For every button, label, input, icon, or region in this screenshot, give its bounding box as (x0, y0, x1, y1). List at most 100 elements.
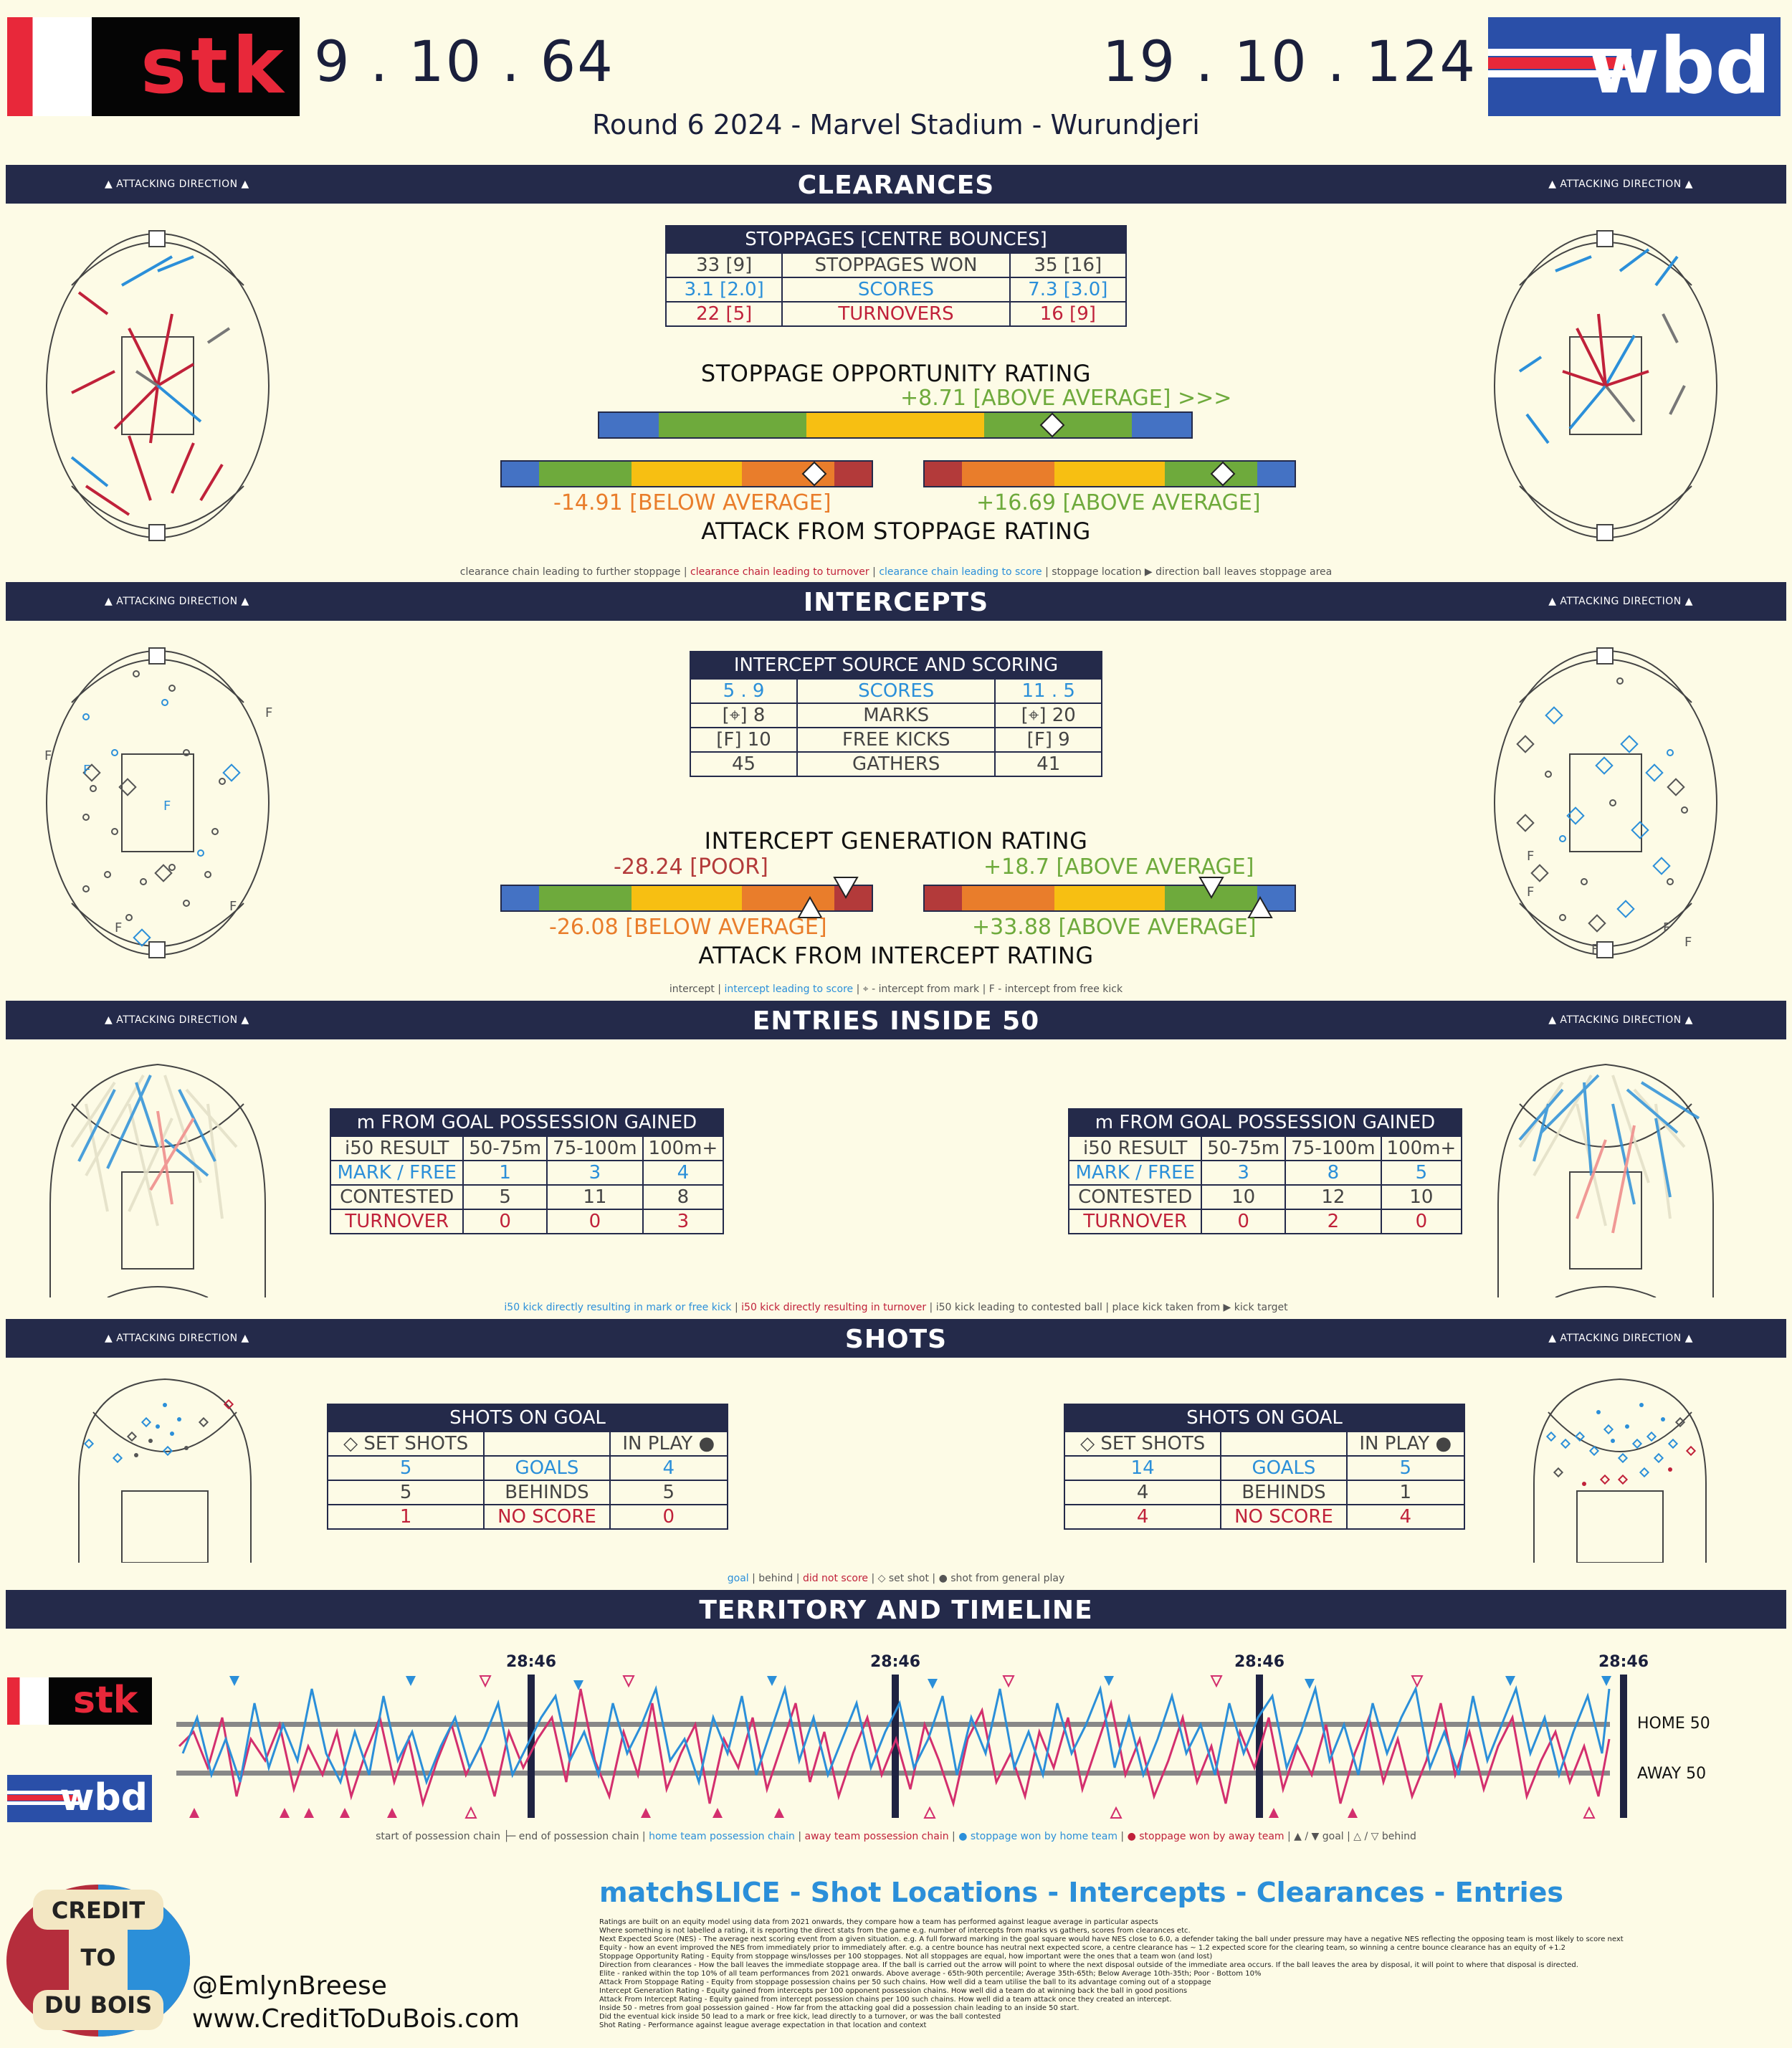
entries-band: ▲ ATTACKING DIRECTION ▲ ENTRIES INSIDE 5… (6, 1001, 1786, 1039)
table-row: 5 . 9 SCORES 11 . 5 (689, 678, 1102, 704)
entries-value: 0 (545, 1209, 644, 1234)
away-attack-stoppage-bar (923, 460, 1296, 487)
shots-value: 5 (326, 1480, 485, 1505)
intercept-generation-title: INTERCEPT GENERATION RATING (704, 827, 1088, 854)
entries-value: 8 (1284, 1160, 1382, 1186)
entries-header-result: i50 RESULT (1067, 1135, 1203, 1161)
svg-text:F: F (44, 748, 52, 763)
methodology-notes: Ratings are built on an equity model usi… (599, 1918, 1746, 2030)
entries-value: 3 (642, 1209, 725, 1234)
home-clearances-ground (46, 230, 270, 541)
away-entries-table: m FROM GOAL POSSESSION GAINED i50 RESULT… (1067, 1108, 1463, 1234)
home-entries-table-title: m FROM GOAL POSSESSION GAINED (330, 1108, 724, 1137)
shots-label-goals: GOALS (483, 1455, 611, 1481)
home-shots-table-title: SHOTS ON GOAL (327, 1404, 728, 1432)
quarter-time-1: 28:46 (506, 1653, 557, 1671)
home-intercept-bar (500, 885, 873, 912)
entries-header-50-75: 50-75m (462, 1135, 548, 1161)
table-row: 14 GOALS 5 (1063, 1455, 1466, 1481)
territory-timeline (176, 1675, 1627, 1819)
entries-value: 0 (1201, 1209, 1286, 1234)
intercepts-table: INTERCEPT SOURCE AND SCORING 5 . 9 SCORE… (689, 651, 1102, 777)
attacking-direction-right: ▲ ATTACKING DIRECTION ▲ (1548, 1333, 1693, 1344)
table-row: CONTESTED 5 11 8 (329, 1184, 725, 1210)
table-row: CONTESTED 10 12 10 (1067, 1184, 1463, 1210)
shots-value: 5 (1345, 1455, 1466, 1481)
shots-title: SHOTS (844, 1325, 948, 1354)
stoppages-away-won: 35 [16] (1009, 252, 1128, 278)
twitter-handle[interactable]: @EmlynBreese (192, 1971, 387, 2001)
logo-line-2: TO (80, 1944, 116, 1971)
entries-header-result: i50 RESULT (329, 1135, 464, 1161)
svg-text:F: F (83, 763, 90, 778)
home-intercept-generation-value: -28.24 [POOR] (614, 854, 768, 880)
intercepts-away-scores: 11 . 5 (994, 678, 1102, 704)
note-line: Attack From Stoppage Rating - Equity fro… (599, 1978, 1211, 1986)
clearances-title: CLEARANCES (797, 171, 995, 200)
attacking-direction-right: ▲ ATTACKING DIRECTION ▲ (1548, 178, 1693, 190)
entries-label-contested: CONTESTED (1067, 1184, 1203, 1210)
shots-value: 4 (1063, 1504, 1222, 1530)
shots-value: 1 (1345, 1480, 1466, 1505)
table-row: 33 [9] STOPPAGES WON 35 [16] (664, 252, 1128, 278)
quarter-time-2: 28:46 (870, 1653, 921, 1671)
intercepts-away-free-kicks: [F] 9 (994, 727, 1102, 753)
table-row: [F] 10 FREE KICKS [F] 9 (689, 727, 1102, 753)
intercepts-band: ▲ ATTACKING DIRECTION ▲ INTERCEPTS ▲ ATT… (6, 582, 1786, 621)
shots-legend: goal | behind | did not score | ◇ set sh… (727, 1573, 1065, 1584)
shots-value: 1 (326, 1504, 485, 1530)
intercepts-home-marks: [⌖] 8 (689, 702, 799, 728)
away-intercept-generation-value: +18.7 [ABOVE AVERAGE] (983, 854, 1254, 880)
entries-value: 12 (1284, 1184, 1382, 1210)
entries-value: 0 (462, 1209, 548, 1234)
table-row: 4 BEHINDS 1 (1063, 1480, 1466, 1505)
entries-value: 3 (545, 1160, 644, 1186)
shots-value: 4 (1063, 1480, 1222, 1505)
table-row: MARK / FREE 3 8 5 (1067, 1160, 1463, 1186)
shots-header-blank (483, 1431, 611, 1457)
away-50-label: AWAY 50 (1637, 1765, 1707, 1783)
table-row: 5 BEHINDS 5 (326, 1480, 729, 1505)
intercepts-label-scores: SCORES (796, 678, 996, 704)
entries-label-mark-free: MARK / FREE (329, 1160, 464, 1186)
intercepts-home-free-kicks: [F] 10 (689, 727, 799, 753)
away-clearances-ground (1494, 230, 1717, 541)
home-intercept-generation-marker (833, 877, 859, 899)
matchslice-title: matchSLICE - Shot Locations - Intercepts… (599, 1877, 1564, 1908)
shots-value: 5 (326, 1455, 485, 1481)
home-attack-stoppage-bar (500, 460, 873, 487)
home-shots-ground (78, 1378, 252, 1563)
intercepts-label-free-kicks: FREE KICKS (796, 727, 996, 753)
intercepts-title: INTERCEPTS (803, 588, 989, 617)
website-link[interactable]: www.CreditToDuBois.com (192, 2004, 520, 2034)
stoppage-opportunity-title: STOPPAGE OPPORTUNITY RATING (700, 360, 1092, 387)
note-line: Ratings are built on an equity model usi… (599, 1918, 1158, 1926)
match-info: Round 6 2024 - Marvel Stadium - Wurundje… (592, 109, 1200, 140)
home-team-abbr: stk (140, 22, 288, 111)
home-entries-table: m FROM GOAL POSSESSION GAINED i50 RESULT… (329, 1108, 725, 1234)
away-entries-table-title: m FROM GOAL POSSESSION GAINED (1068, 1108, 1462, 1137)
shots-value: 14 (1063, 1455, 1222, 1481)
away-team-abbr-small: wbd (59, 1776, 148, 1819)
entries-value: 1 (462, 1160, 548, 1186)
svg-text:F: F (1527, 885, 1534, 900)
attacking-direction-left: ▲ ATTACKING DIRECTION ▲ (105, 1333, 249, 1344)
away-team-abbr: wbd (1588, 22, 1770, 111)
intercepts-away-marks: [⌖] 20 (994, 702, 1102, 728)
attack-intercept-title: ATTACK FROM INTERCEPT RATING (698, 942, 1094, 969)
entries-value: 10 (1201, 1184, 1286, 1210)
table-row: [⌖] 8 MARKS [⌖] 20 (689, 702, 1102, 728)
shots-header-blank (1220, 1431, 1348, 1457)
shots-label-behinds: BEHINDS (483, 1480, 611, 1505)
shots-header-play: IN PLAY ● (609, 1431, 729, 1457)
svg-text:F: F (229, 899, 237, 914)
stoppages-table-title: STOPPAGES [CENTRE BOUNCES] (665, 225, 1127, 254)
stoppage-opportunity-bar (598, 411, 1193, 439)
home-intercept-attack-value: -26.08 [BELOW AVERAGE] (549, 915, 827, 940)
away-intercept-attack-marker (1247, 896, 1273, 918)
home-team-logo-small: stk (49, 1677, 152, 1725)
table-row: i50 RESULT 50-75m 75-100m 100m+ (329, 1135, 725, 1161)
stoppages-home-won: 33 [9] (664, 252, 783, 278)
home-team-flag-small (7, 1677, 49, 1725)
intercepts-legend: intercept | intercept leading to score |… (669, 983, 1123, 995)
